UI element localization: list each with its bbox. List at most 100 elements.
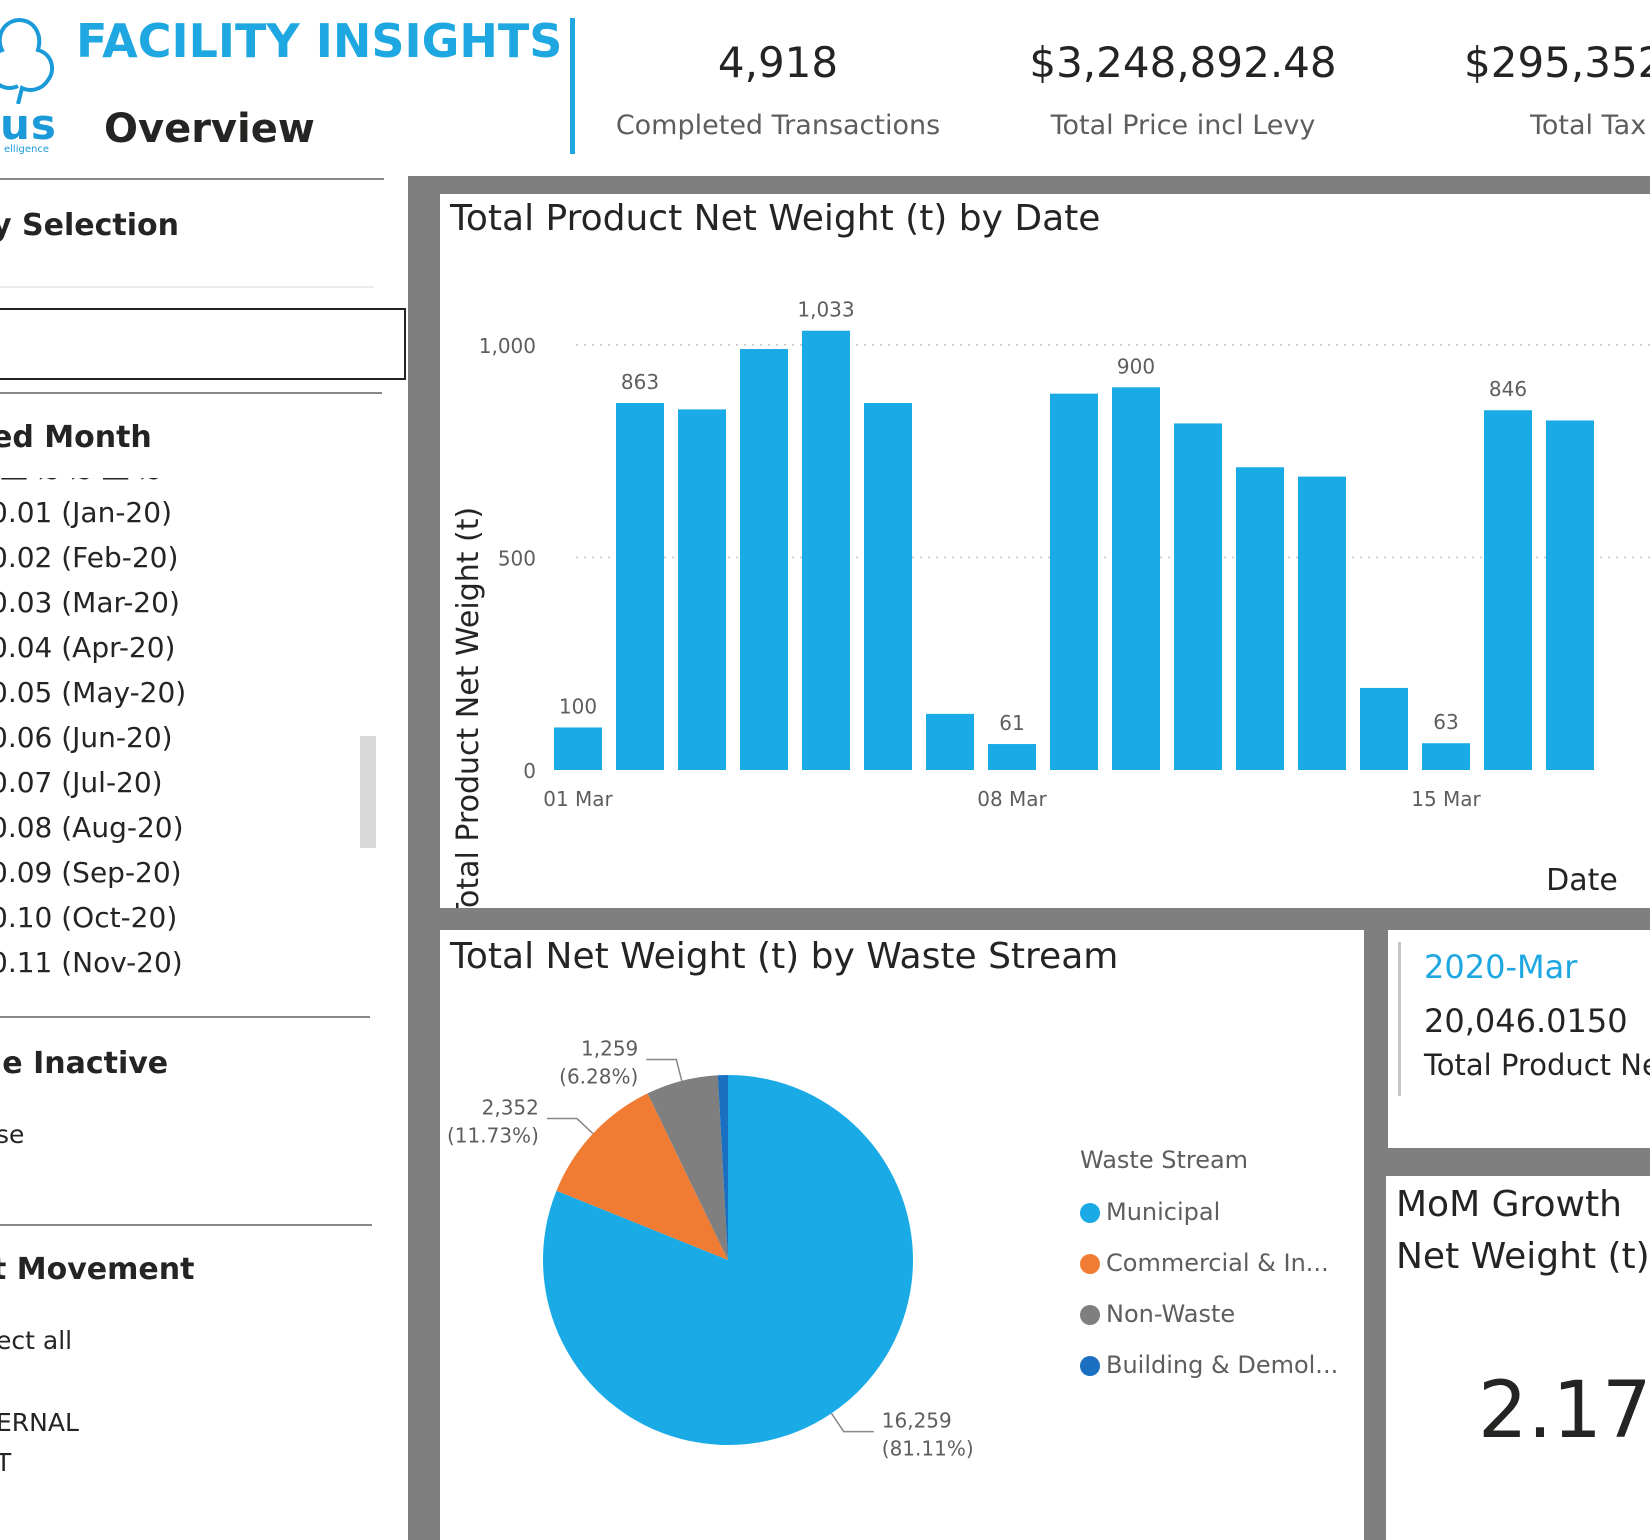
bar — [802, 330, 850, 770]
pie-slice — [717, 1075, 728, 1260]
y-tick-label: 0 — [523, 759, 536, 783]
period-summary-card[interactable]: 2020-Mar 20,046.0150 Total Product Ne — [1388, 930, 1650, 1148]
divider — [0, 392, 382, 394]
month-item[interactable]: 0.09 (Sep-20) — [0, 856, 182, 889]
month-item[interactable]: 0.02 (Feb-20) — [0, 541, 179, 574]
legend-swatch — [1080, 1356, 1100, 1376]
divider — [0, 286, 374, 288]
header-divider — [570, 18, 575, 154]
pie-data-label: 1,259 — [581, 1037, 638, 1061]
bar-data-label: 846 — [1489, 377, 1527, 401]
bar — [1112, 387, 1160, 770]
cloud-logo-icon — [0, 18, 55, 104]
month-item[interactable]: 0.06 (Jun-20) — [0, 721, 173, 754]
legend-swatch — [1080, 1305, 1100, 1325]
month-item[interactable]: 0.03 (Mar-20) — [0, 586, 180, 619]
bar — [1174, 423, 1222, 770]
summary-value: 20,046.0150 — [1424, 1002, 1628, 1040]
kpi-total-price-label: Total Price incl Levy — [1050, 110, 1316, 141]
growth-title-line1: MoM Growth — [1396, 1184, 1622, 1225]
bar-data-label: 900 — [1117, 354, 1155, 378]
card-accent-line — [1398, 942, 1401, 1096]
divider — [0, 1224, 372, 1226]
filter-panel: y Selection ed Month — ~ ~ — ~ ~ ~ 0.01 … — [0, 176, 408, 1540]
movement-option[interactable]: T — [0, 1448, 12, 1477]
bar-chart-card[interactable]: Total Product Net Weight (t) by Date 0 50… — [440, 194, 1650, 908]
month-item[interactable]: 0.04 (Apr-20) — [0, 631, 176, 664]
month-list-scrollbar[interactable] — [360, 736, 376, 848]
pie-percent-label: (81.11%) — [882, 1437, 974, 1461]
summary-period: 2020-Mar — [1424, 948, 1578, 986]
bar — [1236, 467, 1284, 770]
bar — [1484, 410, 1532, 770]
x-tick-label: 15 Mar — [1411, 787, 1481, 811]
bar — [864, 403, 912, 770]
y-tick-label: 1,000 — [479, 334, 536, 358]
summary-label: Total Product Ne — [1424, 1048, 1650, 1082]
logo-tagline: elligence — [4, 144, 49, 155]
legend-swatch — [1080, 1254, 1100, 1274]
facility-selection-heading: y Selection — [0, 208, 179, 243]
pie-data-label: 16,259 — [882, 1409, 952, 1433]
pie-leader-line — [830, 1412, 874, 1433]
mom-growth-card[interactable]: MoM Growth Net Weight (t) 2.17% — [1386, 1176, 1650, 1540]
x-tick-label: 08 Mar — [977, 787, 1047, 811]
inactive-option[interactable]: se — [0, 1120, 25, 1149]
pie-slice — [647, 1075, 728, 1260]
month-item[interactable]: 0.10 (Oct-20) — [0, 901, 178, 934]
month-item[interactable]: 0.05 (May-20) — [0, 676, 187, 709]
bar-chart-title: Total Product Net Weight (t) by Date — [450, 198, 1101, 239]
y-axis-label: Total Product Net Weight (t) — [451, 507, 486, 908]
pie-slice — [556, 1093, 728, 1260]
clipped-month-item: — ~ ~ — ~ ~ ~ — [0, 478, 180, 488]
legend-title: Waste Stream — [1080, 1146, 1249, 1174]
month-item[interactable]: 0.01 (Jan-20) — [0, 496, 172, 529]
bar — [554, 727, 602, 770]
legend-item-commercial[interactable]: Commercial & In... — [1080, 1249, 1329, 1277]
report-header: us elligence FACILITY INSIGHTS Overview … — [0, 0, 1650, 176]
movement-option[interactable]: ect all — [0, 1326, 73, 1355]
bar-data-label: 1,033 — [797, 298, 854, 322]
page-title: Overview — [104, 106, 315, 152]
legend-item-municipal[interactable]: Municipal — [1080, 1198, 1220, 1226]
legend-label: Non-Waste — [1106, 1300, 1236, 1328]
legend-item-building[interactable]: Building & Demol... — [1080, 1351, 1338, 1379]
bar-data-label: 863 — [621, 370, 659, 394]
movement-option[interactable]: ERNAL — [0, 1408, 79, 1437]
divider — [0, 178, 384, 180]
bar — [1360, 687, 1408, 770]
bar — [988, 744, 1036, 770]
bar-chart: 0 500 1,000 100 863 1,033 61 900 63 846 01 Mar 08… — [451, 298, 1650, 908]
x-axis-label: Date — [1546, 863, 1618, 898]
movement-heading: t Movement — [0, 1252, 195, 1287]
kpi-total-price-value: $3,248,892.48 — [1029, 38, 1337, 87]
x-tick-label: 01 Mar — [543, 787, 613, 811]
bar — [616, 403, 664, 770]
bar — [740, 349, 788, 770]
pie-chart-title: Total Net Weight (t) by Waste Stream — [450, 936, 1119, 977]
kpi-completed-transactions-value: 4,918 — [717, 38, 839, 87]
bar — [678, 409, 726, 770]
kpi-total-tax-label: Total Tax — [1530, 110, 1647, 141]
legend-label: Building & Demol... — [1106, 1351, 1339, 1379]
month-heading: ed Month — [0, 420, 152, 455]
pie-chart: 16,259 (81.11%) 2,352 (11.73%) 1,259 (6.28%) — [447, 1037, 974, 1461]
logo-text: us — [0, 100, 57, 149]
bar — [1422, 743, 1470, 770]
month-item[interactable]: 0.08 (Aug-20) — [0, 811, 184, 844]
bar-data-label: 61 — [999, 711, 1024, 735]
growth-value: 2.17% — [1478, 1366, 1650, 1456]
pie-leader-line — [646, 1058, 683, 1082]
facility-dropdown[interactable] — [0, 308, 406, 380]
bar-data-label: 63 — [1433, 710, 1458, 734]
legend-item-non-waste[interactable]: Non-Waste — [1080, 1300, 1235, 1328]
month-item[interactable]: 0.07 (Jul-20) — [0, 766, 163, 799]
kpi-total-tax-value: $295,352 — [1464, 38, 1650, 87]
month-item[interactable]: 0.11 (Nov-20) — [0, 946, 183, 979]
growth-title-line2: Net Weight (t) — [1396, 1236, 1650, 1277]
pie-percent-label: (11.73%) — [447, 1124, 539, 1148]
report-title: FACILITY INSIGHTS — [76, 14, 563, 68]
pie-chart-card[interactable]: Total Net Weight (t) by Waste Stream 16,… — [440, 930, 1364, 1540]
bar-data-label: 100 — [559, 694, 597, 718]
y-tick-label: 500 — [498, 546, 536, 570]
